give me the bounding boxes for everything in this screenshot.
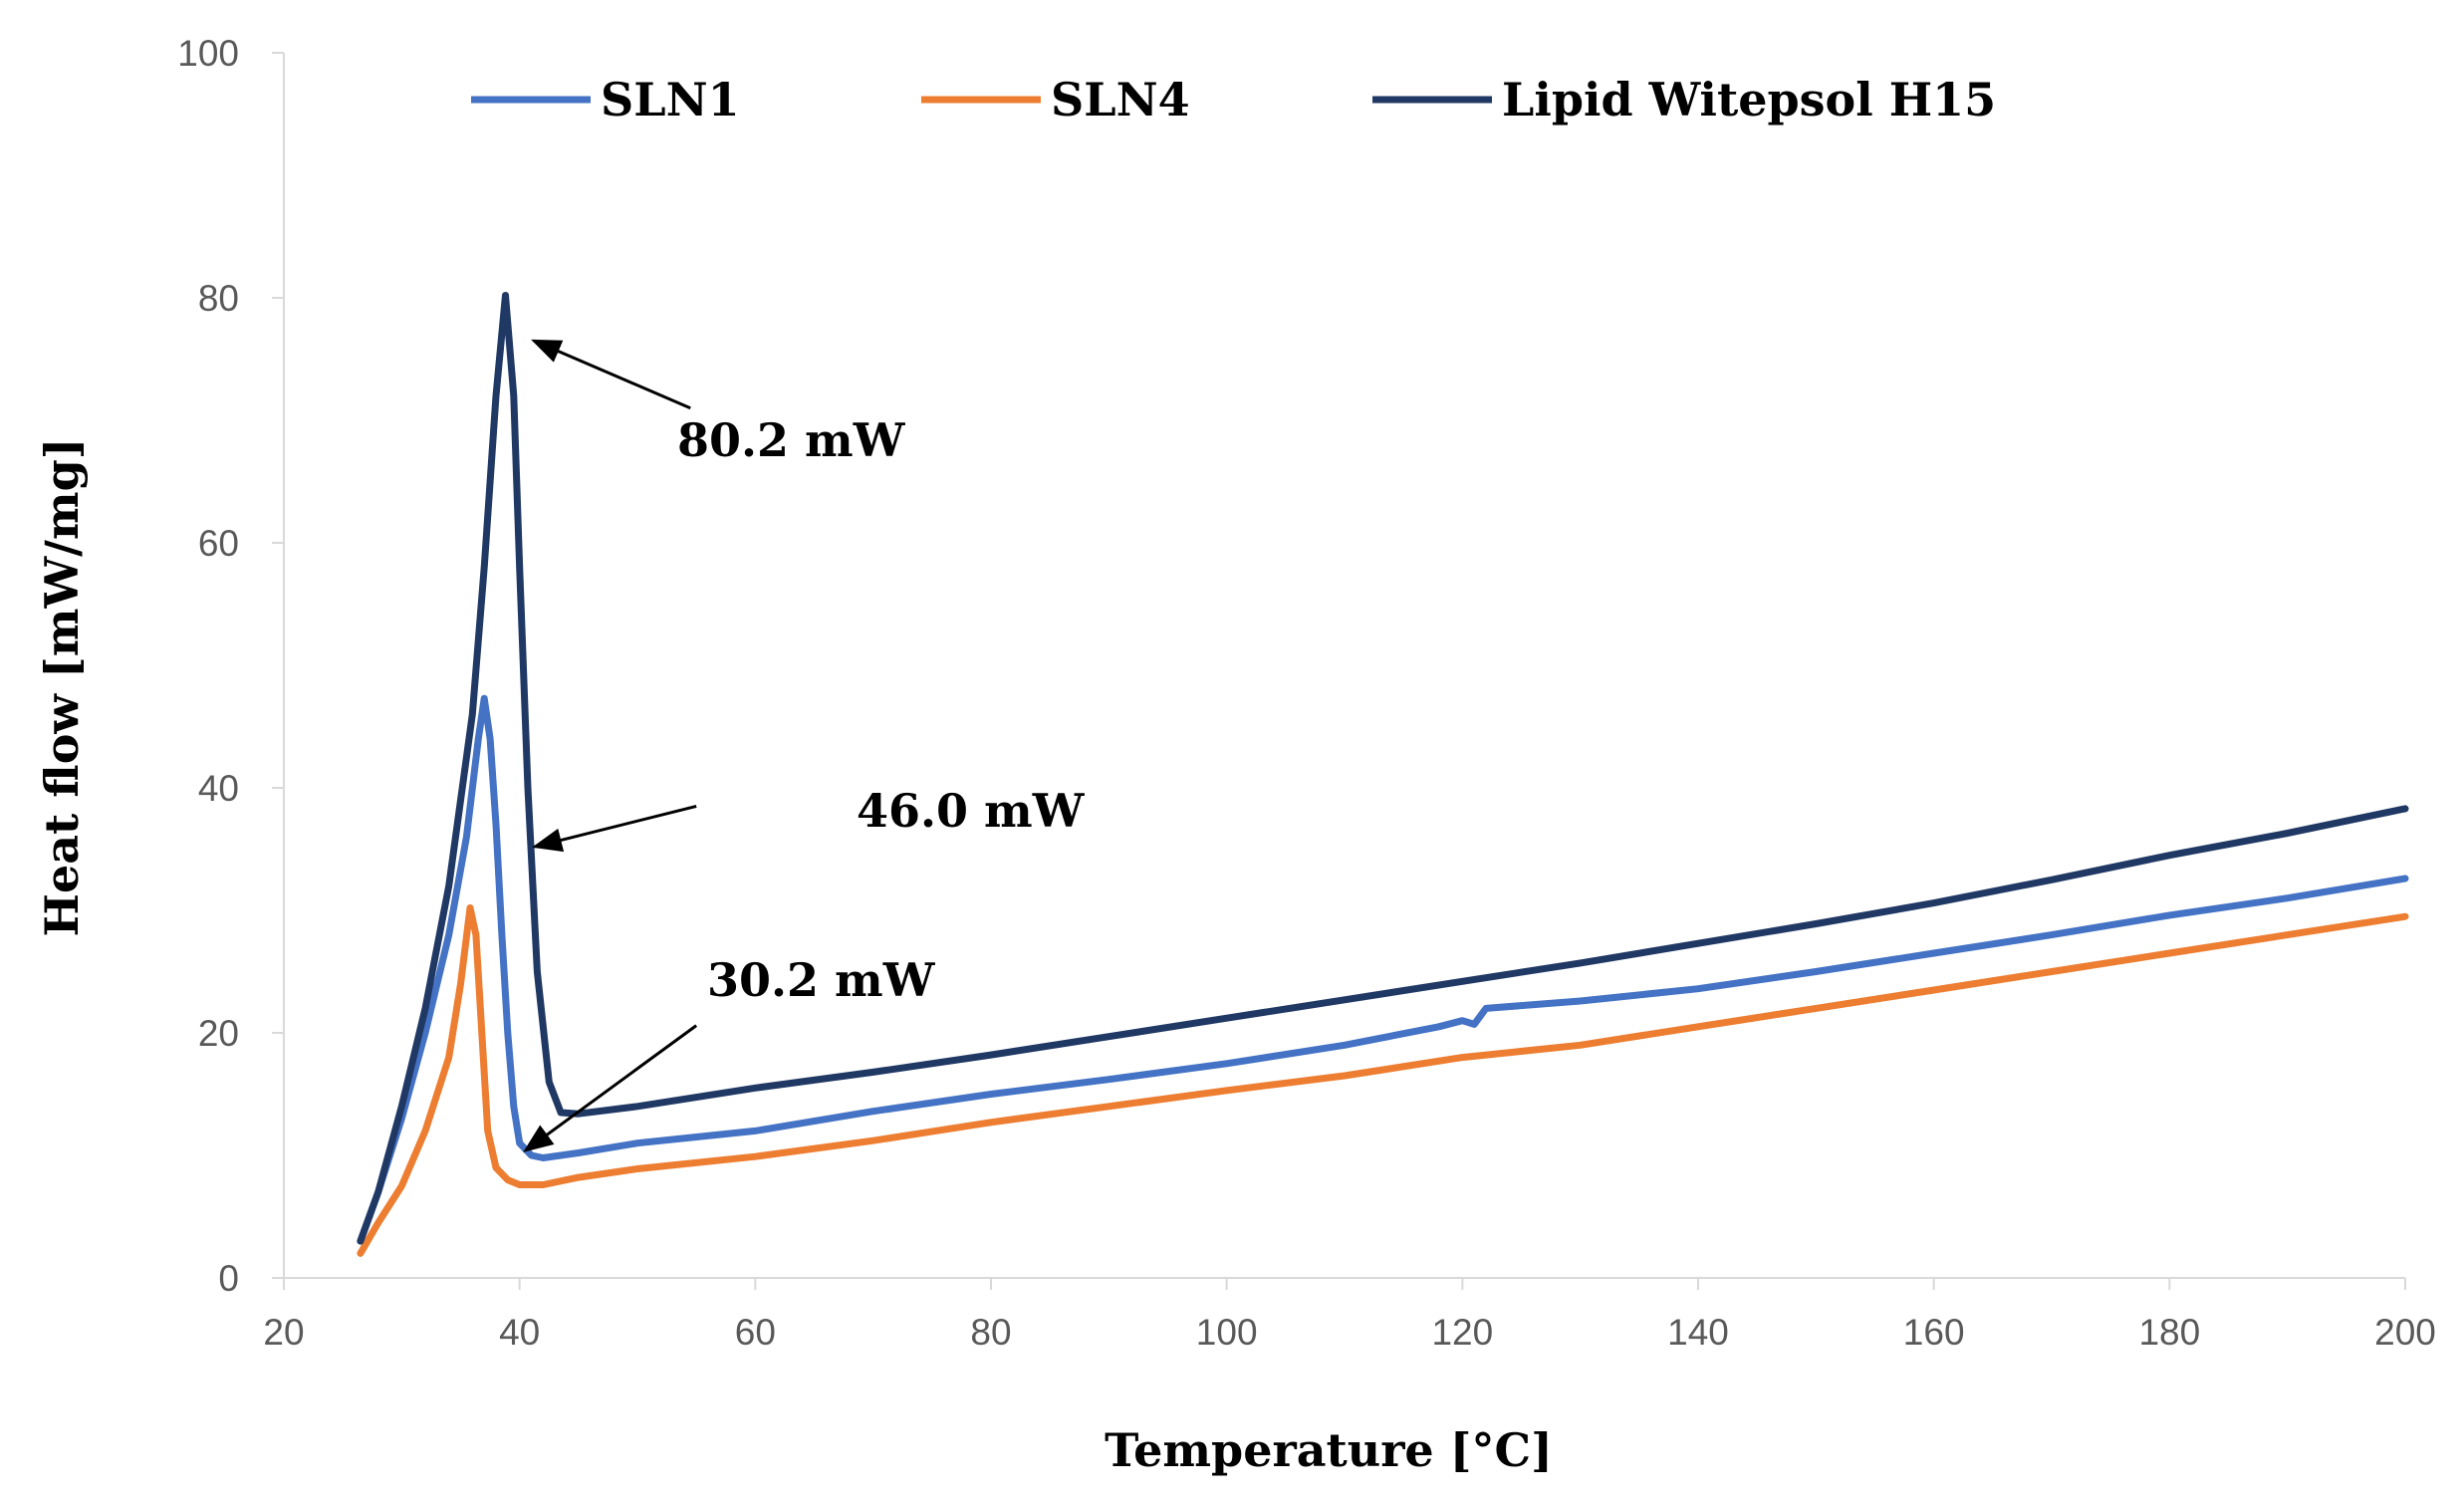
axes bbox=[272, 52, 2406, 1290]
x-tick-label: 160 bbox=[1903, 1312, 1965, 1353]
annotation-label-3: 30.2 mW bbox=[707, 953, 936, 1007]
tick-labels: 0 20 40 60 80 100 20 40 60 80 100 120 140 160 180 200 bbox=[177, 33, 2436, 1353]
y-tick-label: 0 bbox=[218, 1258, 239, 1299]
x-tick-label: 20 bbox=[263, 1312, 304, 1353]
y-tick-label: 100 bbox=[177, 33, 239, 74]
x-tick-label: 80 bbox=[970, 1312, 1011, 1353]
annotations: 80.2 mW 46.0 mW 30.2 mW bbox=[523, 339, 1086, 1152]
annotation-arrow-3 bbox=[523, 1024, 698, 1152]
annotation-arrow-2 bbox=[532, 804, 697, 853]
y-tick-label: 80 bbox=[198, 278, 239, 319]
legend-label-2: SLN4 bbox=[1051, 73, 1190, 126]
x-tick-label: 180 bbox=[2138, 1312, 2200, 1353]
x-tick-label: 140 bbox=[1667, 1312, 1729, 1353]
series-line-3 bbox=[357, 292, 2409, 1245]
x-axis-title: Temperature [°C] bbox=[1105, 1423, 1553, 1477]
x-tick-label: 40 bbox=[499, 1312, 540, 1353]
y-axis-title: Heat flow [mW/mg] bbox=[35, 437, 89, 936]
plot-area bbox=[357, 292, 2409, 1257]
y-tick-label: 20 bbox=[198, 1013, 239, 1054]
x-tick-label: 120 bbox=[1431, 1312, 1493, 1353]
annotation-label-2: 46.0 mW bbox=[857, 784, 1086, 838]
x-tick-label: 60 bbox=[735, 1312, 776, 1353]
series-line-1 bbox=[357, 694, 2409, 1245]
series-line-2 bbox=[357, 904, 2409, 1257]
x-tick-label: 200 bbox=[2374, 1312, 2436, 1353]
legend: SLN1 SLN4 Lipid Witepsol H15 bbox=[471, 73, 1996, 126]
annotation-arrow-1 bbox=[531, 339, 691, 410]
legend-label-3: Lipid Witepsol H15 bbox=[1502, 73, 1996, 126]
legend-label-1: SLN1 bbox=[601, 73, 740, 126]
annotation-label-1: 80.2 mW bbox=[677, 413, 906, 467]
y-tick-label: 60 bbox=[198, 523, 239, 564]
x-tick-label: 100 bbox=[1196, 1312, 1258, 1353]
y-tick-label: 40 bbox=[198, 768, 239, 809]
